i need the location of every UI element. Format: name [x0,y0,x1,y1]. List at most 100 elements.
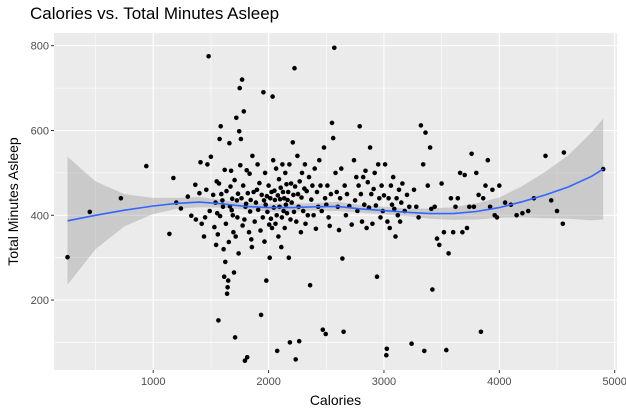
data-point [65,254,70,260]
data-point [455,196,461,201]
data-point [336,227,342,233]
data-point [240,223,245,228]
data-point [303,221,308,227]
data-point [284,210,290,216]
data-point [288,217,293,222]
data-point [289,200,295,205]
data-point [246,229,252,235]
y-tick-label: 400 [31,210,49,222]
data-point [332,45,337,51]
data-point [388,183,394,188]
data-point [276,234,281,239]
data-point [219,191,224,197]
data-point [356,183,361,188]
data-point [430,287,435,292]
data-point [342,183,348,188]
data-point [295,153,300,159]
data-point [304,188,310,194]
data-point [279,215,285,220]
data-point [460,229,465,235]
data-point [370,221,375,227]
data-point [327,223,333,229]
data-point [467,204,472,210]
data-point [325,183,330,188]
x-axis-title: Calories [310,392,361,408]
data-point [548,198,554,203]
data-point [210,192,216,198]
data-point [235,215,240,220]
data-point [471,204,477,210]
data-point [233,234,238,239]
x-tick-label: 2000 [256,376,280,388]
data-point [220,198,225,203]
data-point [204,187,209,193]
chart-title: Calories vs. Total Minutes Asleep [30,4,280,23]
data-point [334,189,340,195]
data-point [310,183,315,188]
data-point [267,255,273,260]
x-tick-label: 4000 [487,376,511,388]
y-tick-label: 800 [31,41,49,53]
data-point [242,217,247,222]
data-point [389,202,395,207]
data-point [270,94,275,99]
data-point [220,204,226,210]
data-point [306,174,312,180]
data-point [286,255,292,260]
data-point [268,196,273,201]
data-point [235,191,241,196]
data-point [213,242,219,248]
data-point [299,170,305,176]
data-point [382,162,388,167]
data-point [236,251,241,256]
data-point [411,187,417,193]
data-point [253,200,259,205]
data-point [255,207,261,213]
data-point [434,236,440,241]
data-point [234,198,240,203]
data-point [407,204,412,210]
data-point [261,90,266,95]
data-point [291,192,296,198]
data-point [464,225,470,231]
data-point [314,189,320,195]
data-point [392,206,397,212]
data-point [232,335,238,340]
data-point [214,210,220,216]
data-point [249,237,254,242]
data-point [318,183,323,188]
data-point [283,202,289,207]
data-point [372,170,378,176]
data-point [329,120,335,126]
data-point [423,130,428,135]
data-point [230,213,236,218]
data-point [393,234,398,239]
data-point [476,192,481,198]
data-point [339,166,344,171]
data-point [258,228,263,233]
data-point [287,162,292,167]
data-point [280,189,286,195]
data-point [239,77,245,82]
data-point [367,145,373,150]
data-point [490,187,495,193]
data-point [399,200,404,205]
data-point [344,191,350,197]
data-point [244,168,249,173]
data-point [307,282,313,288]
data-point [266,222,272,227]
x-tick-label: 3000 [372,376,396,388]
data-point [384,352,389,358]
data-point [282,225,288,231]
data-point [243,201,249,207]
data-point [322,196,328,201]
data-point [273,221,278,227]
y-axis-title: Total Minutes Asleep [5,137,21,266]
data-point [409,341,414,347]
data-point [223,259,228,265]
data-point [258,312,264,318]
data-point [285,189,291,195]
data-point [240,183,246,188]
data-point [340,256,345,261]
data-point [249,244,255,250]
